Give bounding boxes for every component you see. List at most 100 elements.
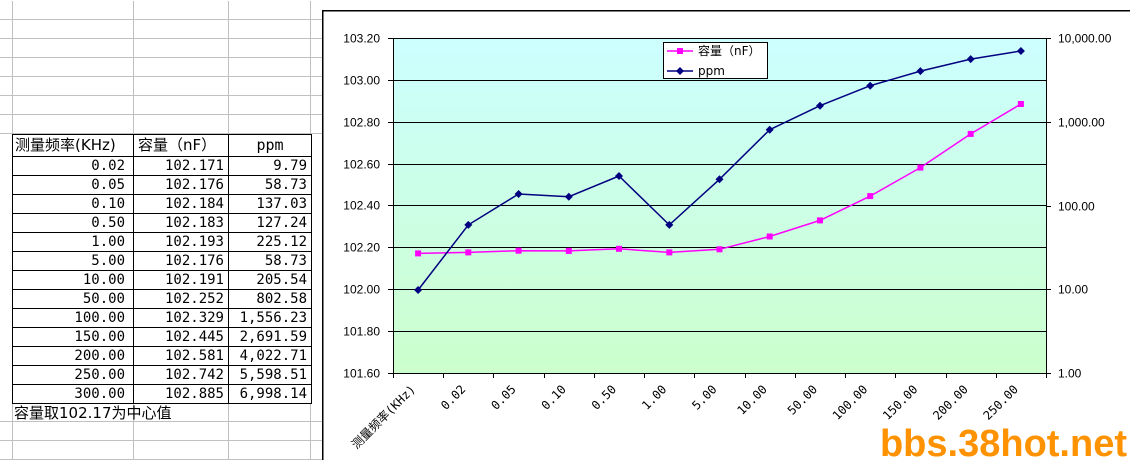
series-2-point [765,125,774,134]
frequency-cell[interactable]: 0.05 [12,175,134,195]
capacitance-cell[interactable]: 102.885 [133,384,229,404]
series-2-point [866,81,875,90]
capacitance-cell[interactable]: 102.191 [133,270,229,290]
frequency-cell[interactable]: 5.00 [12,251,134,271]
series-2-point [916,67,925,76]
header-ppm-cell[interactable]: ppm [228,134,312,157]
note-cell[interactable]: 容量取102.17为中心值 [14,404,172,422]
ppm-cell[interactable]: 137.03 [228,194,312,214]
y-right-tick-label: 1,000.00 [1058,116,1105,130]
series-1-point [917,164,924,171]
frequency-cell[interactable]: 0.10 [12,194,134,214]
series-2-point [564,192,573,201]
series-1-point [515,247,522,254]
frequency-cell[interactable]: 150.00 [12,327,134,347]
ppm-cell[interactable]: 127.24 [228,213,312,233]
capacitance-cell[interactable]: 102.742 [133,365,229,385]
table-row: 250.00 102.742 5,598.51 [12,365,312,385]
table-header-row: 测量频率(KHz) 容量（nF） ppm [12,134,312,157]
y-right-tick-label: 10.00 [1058,283,1088,297]
capacitance-cell[interactable]: 102.184 [133,194,229,214]
y-left-tick-label: 103.20 [343,32,380,46]
frequency-cell[interactable]: 300.00 [12,384,134,404]
table-row: 0.50 102.183 127.24 [12,213,312,233]
table-row: 300.00 102.885 6,998.14 [12,384,312,404]
ppm-cell[interactable]: 58.73 [228,175,312,195]
ppm-cell[interactable]: 205.54 [228,270,312,290]
legend-label: ppm [698,64,725,78]
legend-marker-icon [676,67,684,75]
capacitance-cell[interactable]: 102.193 [133,232,229,252]
capacitance-cell[interactable]: 102.176 [133,175,229,195]
y-left-tick-label: 102.40 [343,199,380,213]
ppm-cell[interactable]: 6,998.14 [228,384,312,404]
frequency-cell[interactable]: 10.00 [12,270,134,290]
series-1-point [1017,101,1024,107]
series-2-point [1016,47,1025,55]
table-row: 50.00 102.252 802.58 [12,289,312,309]
y-left-tick-label: 101.60 [343,367,380,381]
legend-label: 容量（nF） [698,43,761,58]
y-left-tick-label: 102.20 [343,241,380,255]
y-left-tick-label: 102.60 [343,158,380,172]
sheet-gridlines-top [0,1,322,134]
frequency-cell[interactable]: 0.50 [12,213,134,233]
ppm-cell[interactable]: 58.73 [228,251,312,271]
legend[interactable]: 容量（nF） ppm [663,42,768,79]
frequency-cell[interactable]: 0.02 [12,156,134,176]
series-1-point [415,250,422,257]
series-1-point [565,247,572,254]
ppm-cell[interactable]: 225.12 [228,232,312,252]
y-right-tick-label: 1.00 [1058,367,1082,381]
legend-marker-icon [677,48,683,54]
ppm-cell[interactable]: 802.58 [228,289,312,309]
capacitance-cell[interactable]: 102.171 [133,156,229,176]
header-capacitance-cell[interactable]: 容量（nF） [133,134,229,157]
frequency-cell[interactable]: 250.00 [12,365,134,385]
table-row: 0.02 102.171 9.79 [12,156,312,176]
chart-area[interactable]: 101.60 101.80 102.00 102.20 102.40 102.60 102.… [322,10,1130,460]
watermark-text: bbs.38hot.net [880,423,1127,460]
table-row: 200.00 102.581 4,022.71 [12,346,312,366]
sheet-gridlines-bottom [0,403,322,460]
capacitance-cell[interactable]: 102.252 [133,289,229,309]
series-1-point [817,217,823,224]
ppm-cell[interactable]: 4,022.71 [228,346,312,366]
series-2-point [464,220,473,229]
capacitance-cell[interactable]: 102.329 [133,308,229,328]
capacitance-cell[interactable]: 102.176 [133,251,229,271]
frequency-cell[interactable]: 200.00 [12,346,134,366]
series-2-point [665,220,674,229]
series-2-point [615,172,623,180]
y-left-tick-label: 102.80 [343,116,380,130]
capacitance-cell[interactable]: 102.581 [133,346,229,366]
series-1-point [766,233,773,240]
y-right-tick-label: 10,000.00 [1058,32,1112,46]
ppm-cell[interactable]: 1,556.23 [228,308,312,328]
ppm-cell[interactable]: 2,691.59 [228,327,312,347]
series-2-point [715,175,724,184]
frequency-cell[interactable]: 50.00 [12,289,134,309]
ppm-cell[interactable]: 9.79 [228,156,312,176]
table-row: 100.00 102.329 1,556.23 [12,308,312,328]
series-1-point [666,249,673,256]
table-row: 1.00 102.193 225.12 [12,232,312,252]
table-row: 0.05 102.176 58.73 [12,175,312,195]
y-right-tick-label: 100.00 [1058,200,1095,214]
series-1-point [465,249,472,256]
measurement-table: 测量频率(KHz) 容量（nF） ppm 0.02 102.171 9.79 0… [12,134,312,404]
series-2-point [414,286,423,294]
frequency-cell[interactable]: 1.00 [12,232,134,252]
capacitance-cell[interactable]: 102.445 [133,327,229,347]
series-1-point [716,246,723,253]
frequency-cell[interactable]: 100.00 [12,308,134,328]
capacitance-cell[interactable]: 102.183 [133,213,229,233]
table-row: 10.00 102.191 205.54 [12,270,312,290]
series-2-point [966,55,975,64]
table-row: 5.00 102.176 58.73 [12,251,312,271]
header-frequency-cell[interactable]: 测量频率(KHz) [12,134,134,157]
series-2-point [514,190,523,198]
y-left-tick-label: 101.80 [343,325,380,339]
ppm-cell[interactable]: 5,598.51 [228,365,312,385]
